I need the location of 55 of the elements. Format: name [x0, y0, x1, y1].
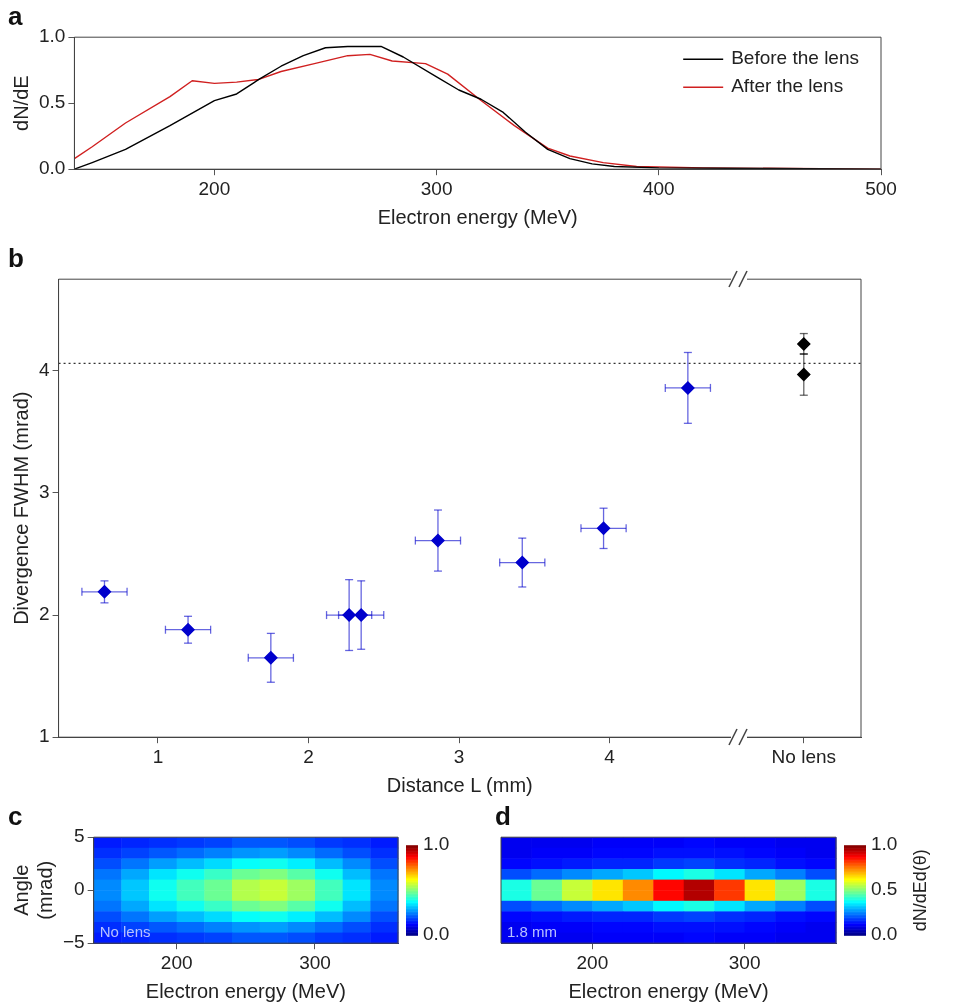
point [797, 367, 811, 382]
x-tick-label: 300 [420, 177, 453, 199]
y-tick-label: 1.0 [38, 25, 66, 47]
y-tick-label: 1 [38, 725, 50, 747]
x-axis-title: Distance L (mm) [386, 773, 533, 796]
point [354, 608, 368, 622]
color-bar-label: 1.0 [423, 833, 450, 855]
x-tick-label: 1 [152, 745, 164, 767]
x-tick-label: 200 [160, 951, 193, 973]
color-bar-label: 0.0 [871, 923, 898, 945]
point [431, 533, 445, 548]
annotation: No lens [99, 922, 151, 940]
point [342, 608, 356, 622]
y-tick-label: 0 [74, 878, 85, 900]
x-axis-title: Electron energy (MeV) [377, 205, 578, 228]
color-bar-label: 0.0 [423, 923, 450, 945]
color-bar-title: dN/dEd(θ) [909, 849, 930, 932]
legend-label: After the lens [731, 75, 844, 97]
x-tick-label: 3 [453, 745, 465, 767]
color-bar-label: 0.5 [871, 878, 898, 900]
y-tick-label: 2 [38, 603, 50, 625]
point [264, 651, 278, 665]
x-tick-label: 300 [299, 951, 331, 973]
x-tick-label: No lens [771, 745, 836, 767]
x-axis-title: Electron energy (MeV) [568, 979, 769, 1002]
x-tick-label: 4 [604, 745, 616, 767]
x-axis-title: Electron energy (MeV) [145, 979, 346, 1002]
y-tick-label: 0.0 [38, 157, 66, 179]
y-tick-label: 0.5 [38, 91, 66, 113]
point [596, 521, 611, 536]
x-tick-label: 300 [728, 951, 761, 973]
x-tick-label: 400 [642, 177, 675, 199]
x-tick-label: 200 [576, 951, 609, 973]
legend-label: Before the lens [731, 47, 860, 69]
y-tick-label: 4 [38, 359, 50, 381]
chart-title: a [8, 0, 23, 31]
y-axis-title: Divergence FWHM (mrad) [9, 391, 32, 625]
y-tick-label: −5 [62, 931, 85, 953]
color-bar-label: 1.0 [871, 833, 898, 855]
y-axis-title: dN/dE [9, 75, 32, 131]
point [515, 555, 529, 570]
chart-title: b [8, 242, 24, 273]
annotation: 1.8 mm [507, 922, 558, 940]
chart-title: d [495, 800, 511, 831]
chart-title: c [8, 800, 23, 831]
x-tick-label: 500 [865, 177, 897, 199]
y-axis-title: Angle (mrad) [9, 860, 56, 920]
point [797, 337, 811, 351]
y-tick-label: 5 [74, 825, 85, 847]
x-tick-label: 200 [198, 177, 231, 199]
x-tick-label: 2 [303, 745, 314, 767]
y-tick-label: 3 [38, 481, 50, 503]
point [181, 623, 195, 637]
point [97, 585, 112, 599]
point [681, 381, 695, 395]
